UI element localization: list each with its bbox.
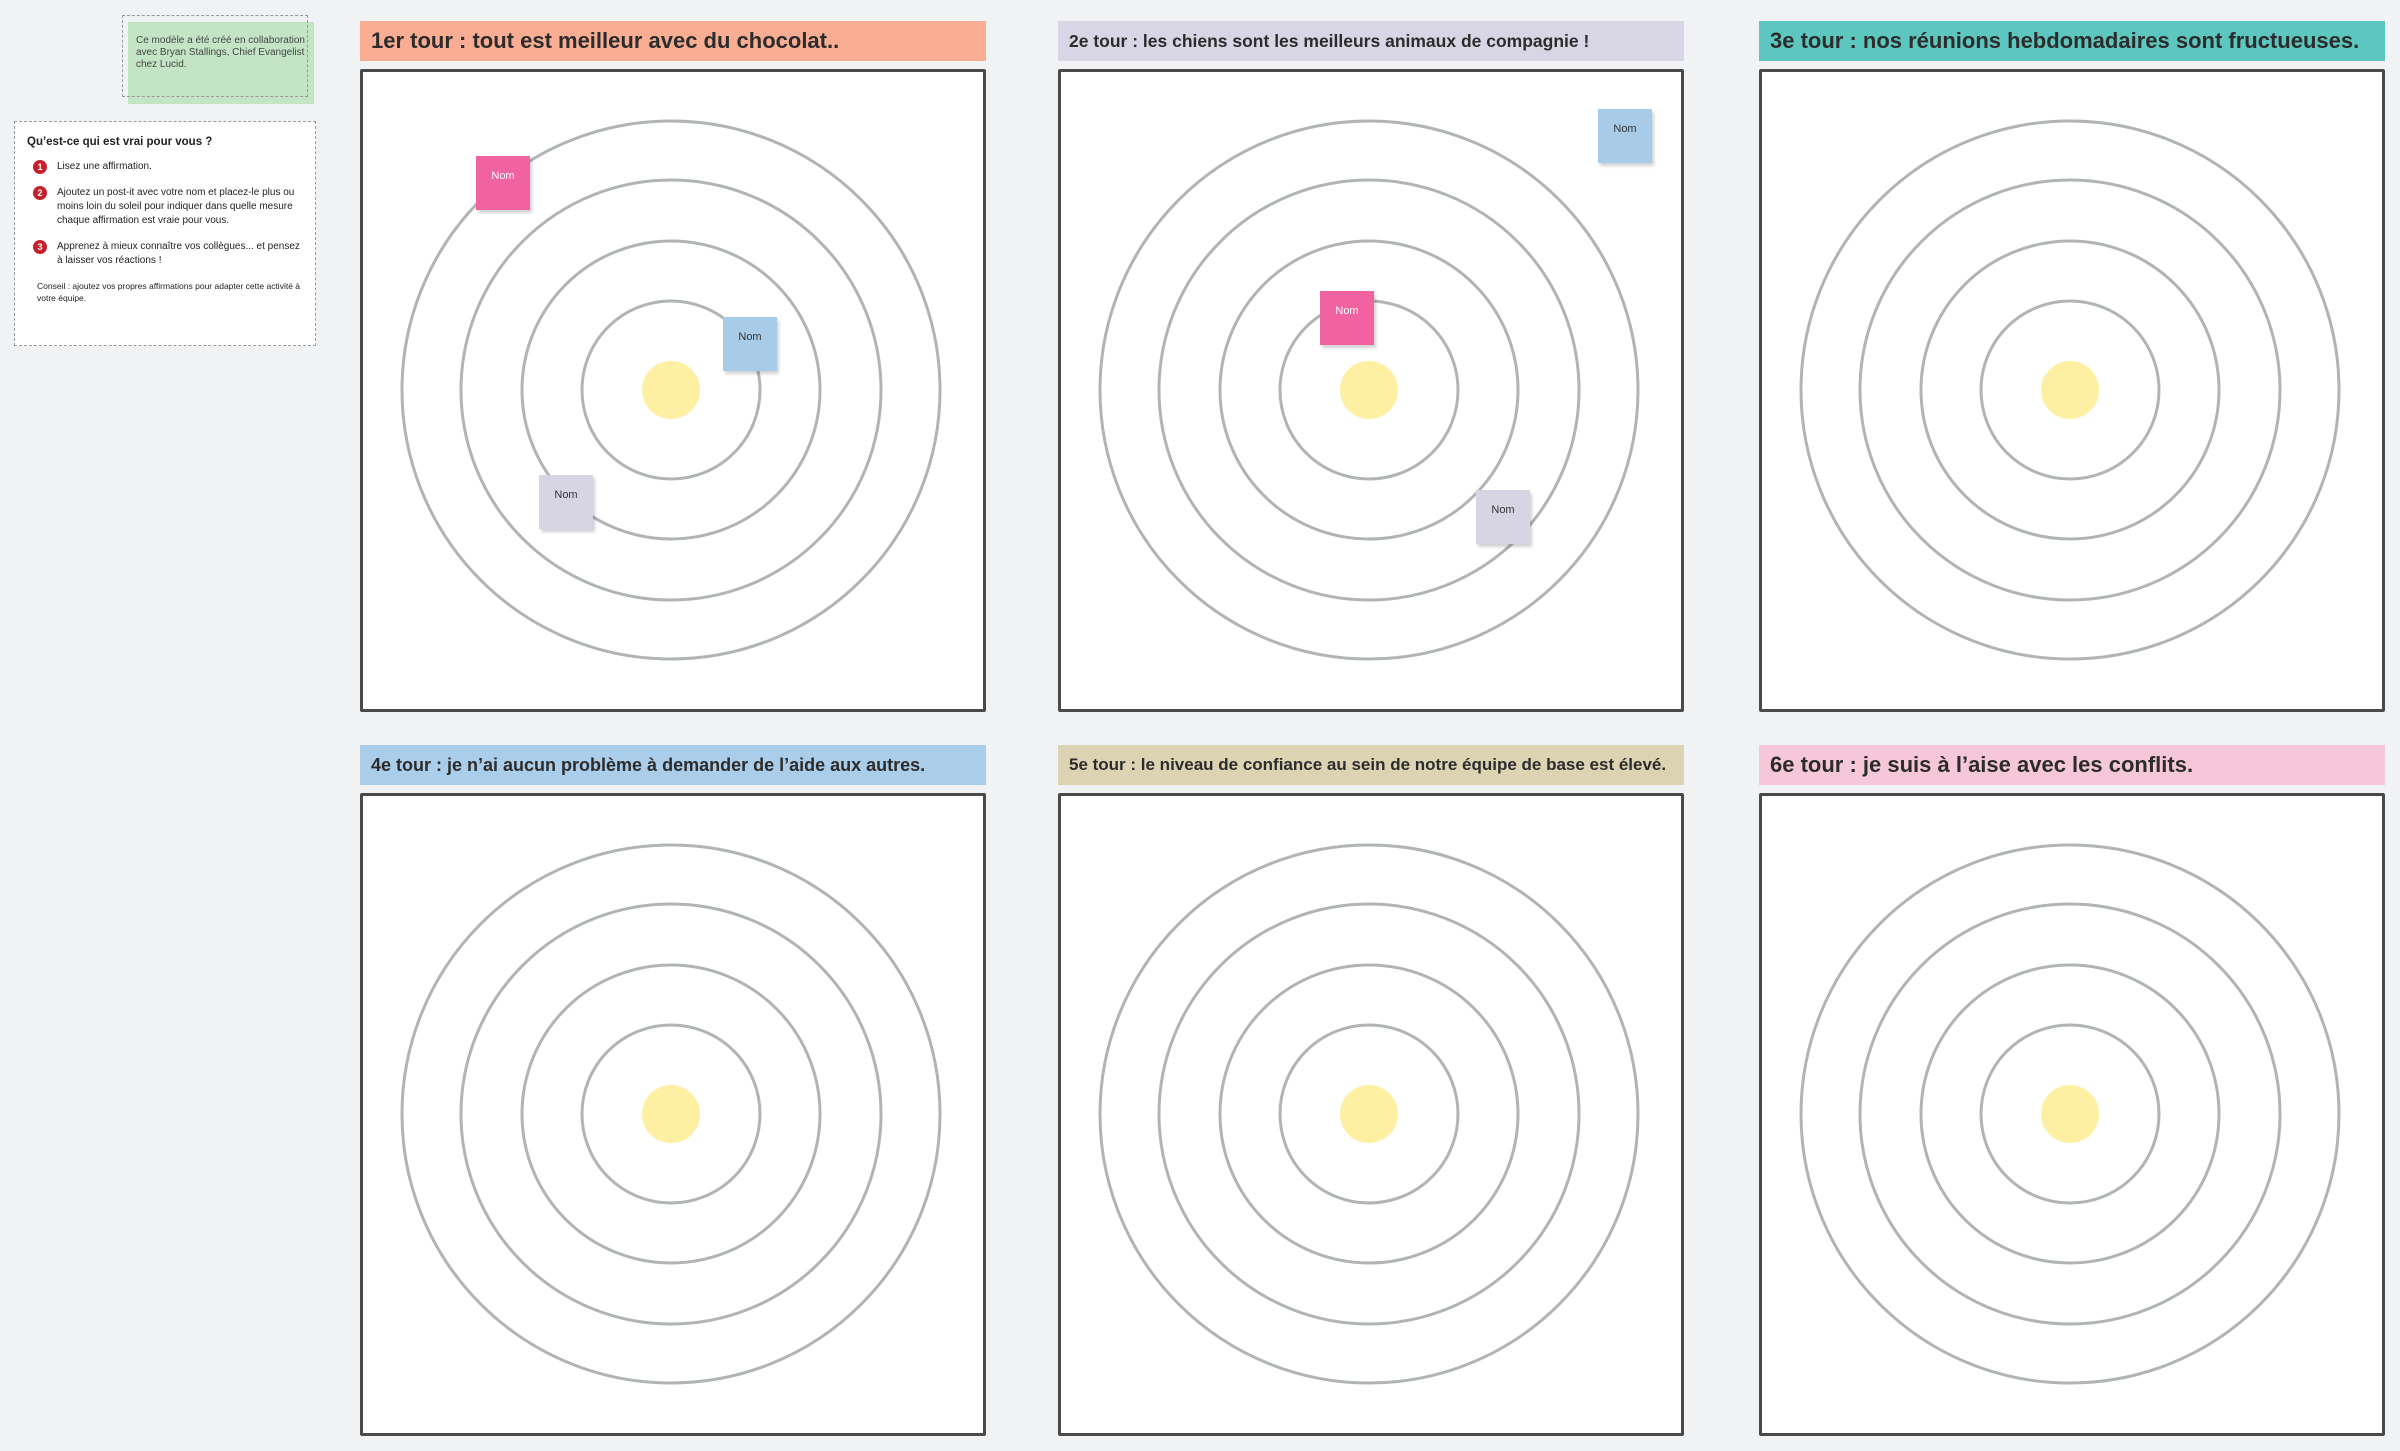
sun [1340, 1085, 1398, 1143]
panel-title: 2e tour : les chiens sont les meilleurs … [1058, 21, 1684, 61]
note-frame [122, 15, 308, 97]
ring [400, 119, 942, 661]
ring [1218, 239, 1520, 541]
panel-title: 5e tour : le niveau de confiance au sein… [1058, 745, 1684, 785]
target-board [1058, 793, 1684, 1436]
instructions-title: Qu’est-ce qui est vrai pour vous ? [27, 136, 213, 148]
target-board [1759, 69, 2385, 712]
sun [642, 1085, 700, 1143]
sticky-note[interactable]: Nom [1320, 291, 1374, 345]
step-text: Lisez une affirmation. [57, 161, 152, 172]
ring [520, 239, 822, 541]
sticky-note[interactable]: Nom [723, 317, 777, 371]
panel-title: 1er tour : tout est meilleur avec du cho… [360, 21, 986, 61]
sticky-note[interactable]: Nom [539, 475, 593, 529]
step-text: Apprenez à mieux connaître vos collègues… [57, 241, 300, 266]
ring [1098, 843, 1640, 1385]
step-number: 3 [33, 240, 47, 254]
target [400, 119, 942, 661]
ring [1919, 239, 2221, 541]
panel-title: 4e tour : je n’ai aucun problème à deman… [360, 745, 986, 785]
sun [642, 361, 700, 419]
ring [1799, 119, 2341, 661]
ring [1278, 1023, 1460, 1205]
ring [1979, 1023, 2161, 1205]
target [1799, 843, 2341, 1385]
ring [1098, 119, 1640, 661]
target-board: Nom Nom Nom [1058, 69, 1684, 712]
sun [2041, 361, 2099, 419]
sun [1340, 361, 1398, 419]
ring [1218, 963, 1520, 1265]
step: 1 Lisez une affirmation. [27, 160, 303, 174]
target [400, 843, 942, 1385]
step: 3 Apprenez à mieux connaître vos collègue… [27, 240, 303, 268]
panel-title: 3e tour : nos réunions hebdomadaires son… [1759, 21, 2385, 61]
step: 2 Ajoutez un post-it avec votre nom et pl… [27, 186, 303, 228]
ring [400, 843, 942, 1385]
target [1098, 843, 1640, 1385]
target [1799, 119, 2341, 661]
ring [520, 963, 822, 1265]
ring [1919, 963, 2221, 1265]
ring [1979, 299, 2161, 481]
target-board: Nom Nom Nom [360, 69, 986, 712]
sticky-note[interactable]: Nom [476, 156, 530, 210]
target-board [360, 793, 986, 1436]
target-board [1759, 793, 2385, 1436]
ring [580, 299, 762, 481]
ring [1858, 902, 2282, 1326]
step-text: Ajoutez un post-it avec votre nom et pla… [57, 187, 295, 226]
sun [2041, 1085, 2099, 1143]
tip: Conseil : ajoutez vos propres affirmatio… [37, 281, 301, 303]
steps: 1 Lisez une affirmation. 2 Ajoutez un post-… [27, 160, 303, 268]
sticky-note[interactable]: Nom [1598, 109, 1652, 163]
step-number: 2 [33, 186, 47, 200]
credit-note: Ce modèle a été créé en collaboration av… [128, 22, 314, 104]
ring [1799, 843, 2341, 1385]
sticky-note[interactable]: Nom [1476, 490, 1530, 544]
ring [459, 902, 883, 1326]
ring [1157, 178, 1581, 602]
ring [1157, 902, 1581, 1326]
ring [1858, 178, 2282, 602]
ring [459, 178, 883, 602]
panel-title: 6e tour : je suis à l’aise avec les conf… [1759, 745, 2385, 785]
instructions: Qu’est-ce qui est vrai pour vous ? 1 Lise… [14, 121, 316, 346]
target [1098, 119, 1640, 661]
step-number: 1 [33, 160, 47, 174]
ring [580, 1023, 762, 1205]
